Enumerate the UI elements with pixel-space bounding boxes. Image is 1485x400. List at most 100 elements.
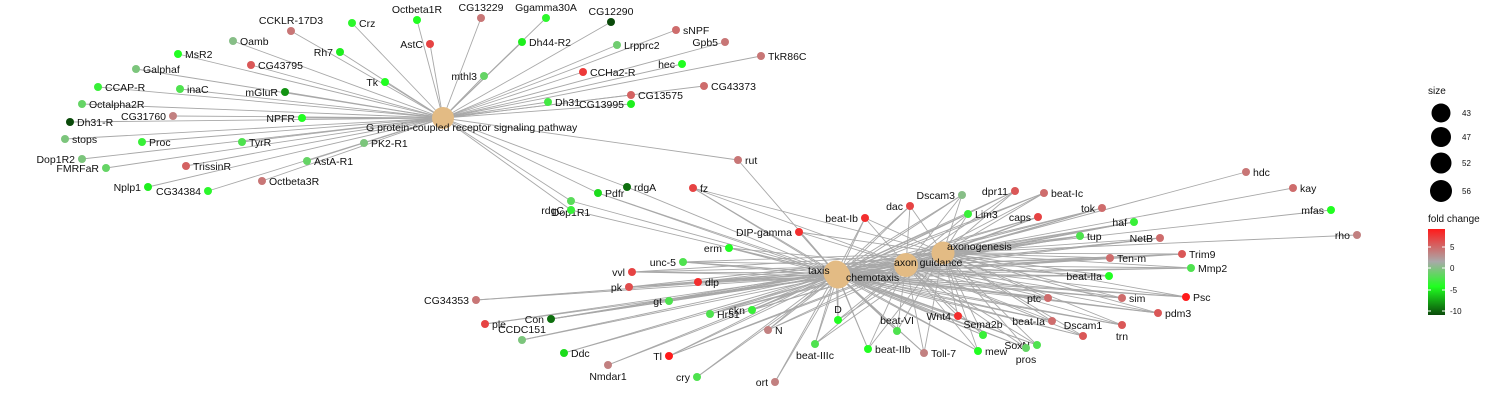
network-edge xyxy=(835,235,1081,274)
gene-label: Toll-7 xyxy=(931,348,956,360)
gene-label: CG34384 xyxy=(156,186,201,198)
gene-node xyxy=(1044,294,1052,302)
gene-label: Galphaf xyxy=(143,64,180,76)
gene-node xyxy=(481,320,489,328)
network-edge xyxy=(607,275,839,366)
gene-label: Tk xyxy=(366,77,378,89)
gene-label: Nmdar1 xyxy=(589,371,627,383)
gene-node xyxy=(1353,231,1361,239)
gene-label: mew xyxy=(985,346,1008,358)
gene-node xyxy=(979,331,987,339)
network-edge xyxy=(896,252,944,332)
network-edge xyxy=(668,275,839,357)
network-edge xyxy=(284,91,444,119)
gene-node xyxy=(544,98,552,106)
gene-label: Lrpprc2 xyxy=(624,40,660,52)
network-edge xyxy=(442,117,739,161)
gene-node xyxy=(518,336,526,344)
gene-label: Psc xyxy=(1193,292,1211,304)
gene-label: beat-IIIc xyxy=(796,350,834,362)
gene-node xyxy=(964,210,972,218)
network-edge xyxy=(442,117,572,202)
gene-label: ptc xyxy=(1027,293,1041,305)
network-edge xyxy=(837,275,1123,326)
network-edge xyxy=(442,103,632,119)
gene-label: CG13229 xyxy=(459,2,504,14)
category-label: taxis xyxy=(808,265,830,277)
gene-label: CG13575 xyxy=(638,90,683,102)
gene-node xyxy=(1033,341,1041,349)
gene-node xyxy=(336,48,344,56)
network-edge xyxy=(261,117,444,182)
gene-node xyxy=(477,14,485,22)
network-edge xyxy=(942,209,1332,254)
network-edge xyxy=(835,205,911,274)
gene-node xyxy=(748,306,756,314)
gene-label: Rh7 xyxy=(314,47,333,59)
gene-node xyxy=(144,183,152,191)
gene-label: unc-5 xyxy=(650,257,676,269)
network-edge xyxy=(484,272,837,325)
gene-node xyxy=(725,244,733,252)
network-edge xyxy=(177,53,444,119)
network-edge xyxy=(696,272,837,378)
network-edge xyxy=(942,252,1084,337)
gene-label: Tl xyxy=(653,351,662,363)
network-edge xyxy=(232,40,444,119)
gene-node xyxy=(138,138,146,146)
network-edge xyxy=(942,252,1110,277)
network-edge xyxy=(837,275,1038,346)
category-node xyxy=(931,241,955,265)
gene-node xyxy=(1154,309,1162,317)
gene-label: rdgC xyxy=(541,205,564,217)
network-edge xyxy=(767,275,839,331)
gene-node xyxy=(238,138,246,146)
gene-label: Lim3 xyxy=(975,209,998,221)
category-label: axonogenesis xyxy=(947,241,1012,253)
gene-node xyxy=(1048,317,1056,325)
gene-node xyxy=(204,187,212,195)
gene-label: D xyxy=(834,304,842,316)
gene-node xyxy=(426,40,434,48)
network-edge xyxy=(774,272,837,383)
network-edge xyxy=(737,159,837,274)
gene-label: beat-Ia xyxy=(1012,316,1045,328)
size-legend-dot xyxy=(1431,103,1451,123)
network-edge xyxy=(905,190,1016,266)
color-legend-tick: -10 xyxy=(1450,307,1462,316)
network-edge xyxy=(563,275,839,354)
network-edge xyxy=(682,261,907,266)
network-edge xyxy=(837,213,969,277)
gene-node xyxy=(480,72,488,80)
gene-label: hec xyxy=(658,59,675,71)
gene-label: ort xyxy=(756,377,768,389)
category-label-layer: G protein-coupled receptor signaling pat… xyxy=(366,122,1012,284)
gene-label: sNPF xyxy=(683,25,709,37)
gene-node xyxy=(1076,232,1084,240)
gene-node xyxy=(472,296,480,304)
gene-label: Con xyxy=(525,314,544,326)
network-edge xyxy=(837,275,1123,299)
gene-node xyxy=(102,164,110,172)
network-edge xyxy=(837,275,925,354)
gene-node xyxy=(627,100,635,108)
gene-label: Dscam1 xyxy=(1064,320,1103,332)
network-edge xyxy=(798,231,944,254)
gene-node-layer: CCKLR-17D3 Crz Octbeta1R CG13229 Ggamma30A CG… xyxy=(36,2,1361,389)
gene-label: Proc xyxy=(149,137,171,149)
network-edge xyxy=(814,264,907,345)
network-edge xyxy=(81,103,444,119)
network-edge xyxy=(905,264,979,352)
network-edge xyxy=(814,252,944,345)
network-edge xyxy=(942,252,1192,269)
network-edge xyxy=(442,41,726,119)
network-edge xyxy=(923,252,944,354)
network-edge xyxy=(442,101,549,119)
network-edge xyxy=(692,187,944,254)
gene-label: TyrR xyxy=(249,137,272,149)
gene-node xyxy=(348,19,356,27)
gene-label: CG12290 xyxy=(589,6,634,18)
size-legend-dot xyxy=(1430,180,1452,202)
gene-node xyxy=(594,189,602,197)
